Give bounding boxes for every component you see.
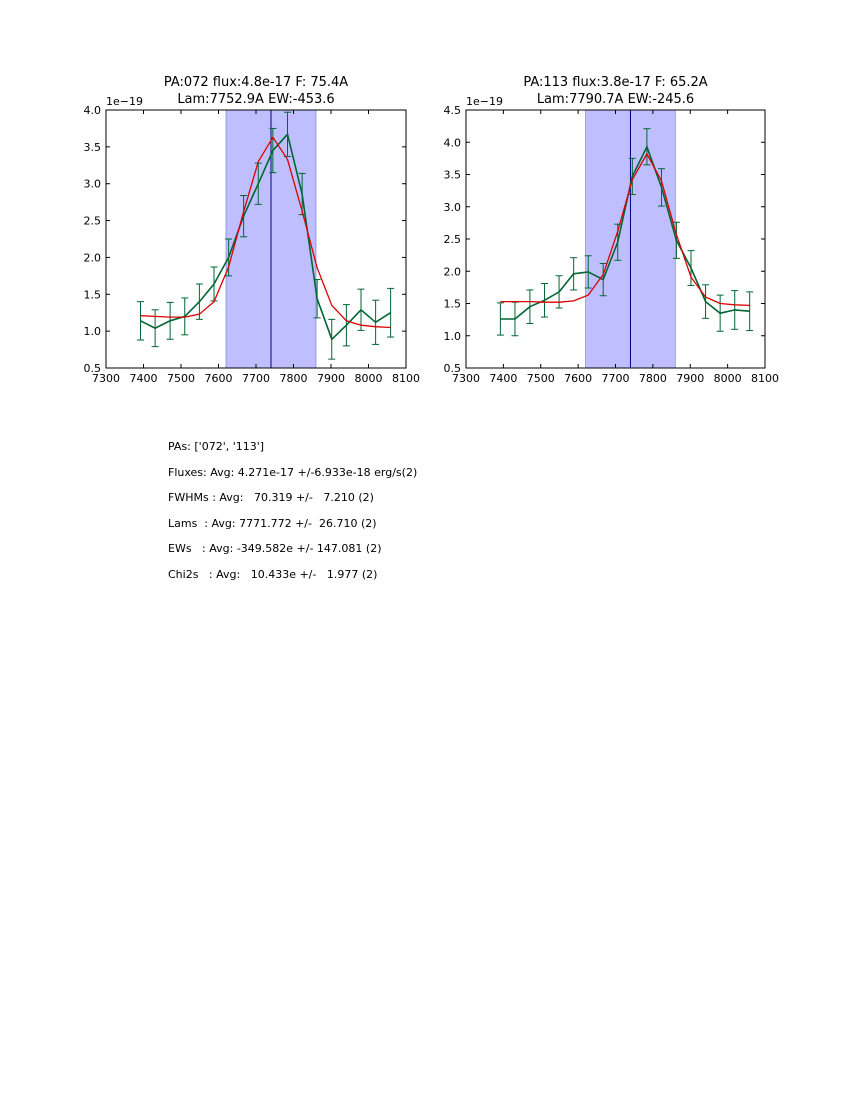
- error-bar: [372, 299, 380, 345]
- stats-chi2s: Chi2s : Avg: 10.433e +/- 1.977 (2): [168, 567, 378, 581]
- chart-panel-1: 7300 7400 7500 7600 7700 7800 7900 8000 8100 0.5 1…: [84, 75, 421, 385]
- error-bar: [166, 301, 174, 340]
- y-tick-label: 2.0: [84, 251, 102, 264]
- error-bar: [628, 157, 636, 195]
- error-bar: [151, 309, 159, 348]
- y-offset-label: 1e−19: [106, 95, 143, 108]
- error-bar: [687, 250, 695, 286]
- x-tick-label: 7400: [130, 372, 158, 385]
- error-bar: [357, 288, 365, 331]
- y-tick-label: 4.5: [444, 104, 462, 117]
- y-tick-label: 1.0: [84, 325, 102, 338]
- y-tick-label: 2.5: [444, 233, 462, 246]
- y-offset-label: 1e−19: [466, 95, 503, 108]
- error-bar: [643, 128, 651, 166]
- x-tick-label: 7800: [639, 372, 667, 385]
- error-bar: [181, 297, 189, 336]
- error-bar: [225, 238, 233, 277]
- error-bar: [328, 318, 336, 360]
- error-bar: [298, 172, 306, 216]
- error-bar: [555, 275, 563, 309]
- x-tick-label: 7700: [602, 372, 630, 385]
- x-tick-label: 7800: [280, 372, 308, 385]
- stats-lams: Lams : Avg: 7771.772 +/- 26.710 (2): [168, 516, 377, 530]
- chart-title-line: PA:113 flux:3.8e-17 F: 65.2A: [523, 75, 707, 90]
- error-bar: [672, 221, 680, 259]
- error-bar: [599, 263, 607, 297]
- stats-fwhms: FWHMs : Avg: 70.319 +/- 7.210 (2): [168, 491, 374, 505]
- y-tick-label: 1.0: [444, 330, 462, 343]
- error-bar: [657, 168, 665, 207]
- y-tick-label: 0.5: [84, 362, 102, 375]
- error-bar: [496, 302, 504, 336]
- chart-title-line: PA:072 flux:4.8e-17 F: 75.4A: [164, 75, 348, 90]
- y-tick-label: 3.5: [444, 169, 462, 182]
- series-line-data: [500, 144, 750, 320]
- error-bar: [570, 257, 578, 291]
- x-tick-label: 8100: [392, 372, 420, 385]
- error-bar: [731, 290, 739, 330]
- x-tick-label: 7900: [676, 372, 704, 385]
- x-tick-label: 7400: [489, 372, 517, 385]
- series-line-fit: [140, 136, 391, 329]
- stats-block: PAs: ['072', '113'] Fluxes: Avg: 4.271e-…: [168, 434, 417, 588]
- error-bar: [313, 279, 321, 319]
- x-tick-label: 8000: [355, 372, 383, 385]
- y-tick-label: 2.5: [84, 215, 102, 228]
- chart-title-line: Lam:7752.9A EW:-453.6: [177, 92, 334, 107]
- y-tick-label: 4.0: [444, 136, 462, 149]
- error-bar: [269, 127, 277, 174]
- y-tick-label: 4.0: [84, 104, 102, 117]
- y-tick-label: 3.0: [84, 178, 102, 191]
- error-bar: [342, 304, 350, 347]
- error-bar: [137, 301, 144, 341]
- error-bar: [746, 291, 754, 332]
- y-tick-label: 1.5: [444, 298, 462, 311]
- y-tick-label: 2.0: [444, 265, 462, 278]
- x-tick-label: 7900: [317, 372, 345, 385]
- y-tick-label: 3.5: [84, 141, 102, 154]
- y-tick-label: 1.5: [84, 288, 102, 301]
- stats-fluxes: Fluxes: Avg: 4.271e-17 +/-6.933e-18 erg/…: [168, 465, 418, 479]
- x-tick-label: 7300: [92, 372, 120, 385]
- error-bar: [584, 255, 592, 289]
- error-bar: [716, 294, 724, 332]
- y-tick-label: 0.5: [444, 362, 462, 375]
- series-line-fit: [500, 152, 750, 307]
- x-tick-label: 8100: [751, 372, 779, 385]
- error-bar: [540, 283, 548, 318]
- chart-title-line: Lam:7790.7A EW:-245.6: [537, 92, 694, 107]
- error-bar: [240, 195, 248, 238]
- x-tick-label: 7600: [564, 372, 592, 385]
- x-tick-label: 7500: [527, 372, 555, 385]
- y-tick-label: 3.0: [444, 201, 462, 214]
- x-tick-label: 8000: [714, 372, 742, 385]
- stats-ews: EWs : Avg: -349.582e +/- 147.081 (2): [168, 542, 382, 556]
- stats-pas: PAs: ['072', '113']: [168, 440, 265, 453]
- error-bar: [387, 287, 395, 338]
- chart-panel-2: 7300 7400 7500 7600 7700 7800 7900 8000 8100 0.5 1…: [444, 75, 780, 385]
- x-tick-label: 7500: [167, 372, 195, 385]
- x-tick-label: 7700: [242, 372, 270, 385]
- x-tick-label: 7300: [452, 372, 480, 385]
- error-bar: [526, 289, 534, 324]
- error-bar: [702, 284, 710, 319]
- x-tick-label: 7600: [205, 372, 233, 385]
